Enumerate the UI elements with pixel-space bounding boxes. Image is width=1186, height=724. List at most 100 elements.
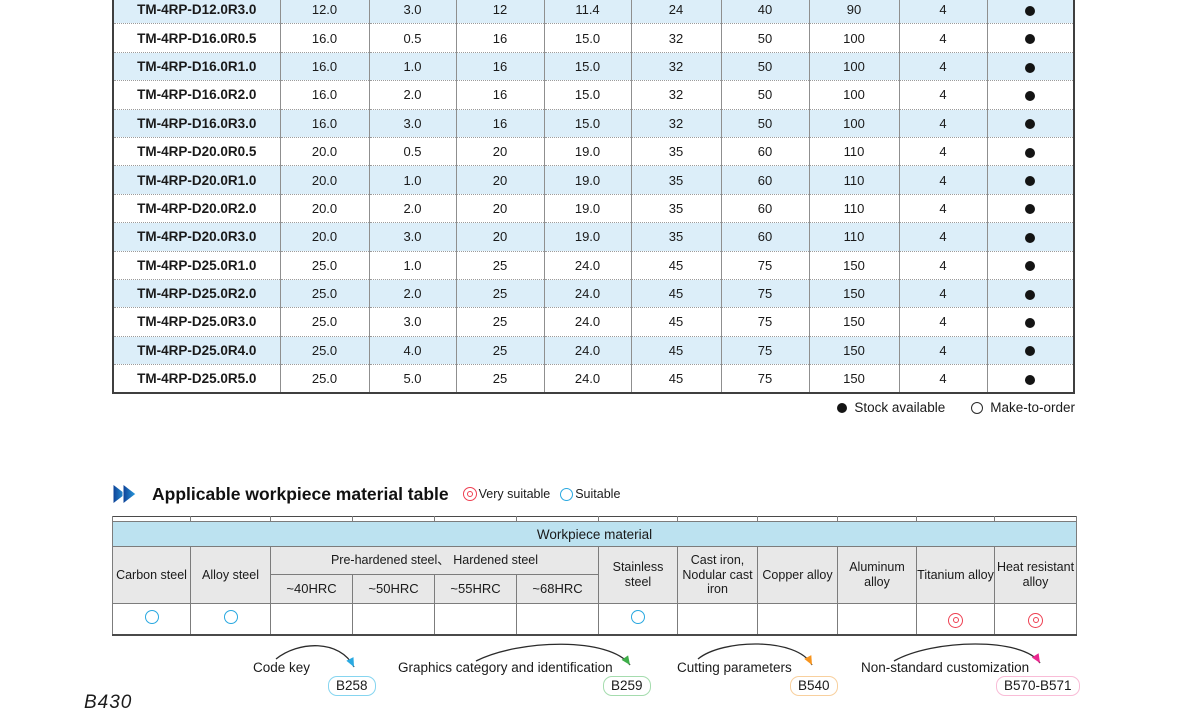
stock-cell (986, 23, 1074, 53)
value-cell: 50 (720, 51, 809, 81)
footer-link-group: Graphics category and identification B25… (396, 643, 656, 701)
value-cell: 19.0 (543, 165, 631, 195)
value-cell: 25.0 (279, 250, 369, 280)
rating-cell (270, 603, 353, 636)
table-row: TM-4RP-D25.0R5.0 25.0 5.0 25 24.0 45 75 150 4 (113, 364, 1074, 394)
stock-available-icon (1025, 90, 1036, 101)
stock-cell (986, 0, 1074, 24)
value-cell: 25 (455, 335, 544, 365)
value-cell: 32 (630, 80, 721, 110)
table-row: TM-4RP-D25.0R4.0 25.0 4.0 25 24.0 45 75 150 4 (113, 335, 1074, 365)
value-cell: 19.0 (543, 136, 631, 166)
stock-cell (986, 250, 1074, 280)
value-cell: 16.0 (279, 51, 369, 81)
curved-arrow-icon (475, 643, 631, 666)
value-cell: 32 (630, 23, 721, 53)
value-cell: 40 (720, 0, 809, 24)
material-table: Workpiece material Carbon steel Alloy st… (112, 516, 1077, 636)
value-cell: 75 (720, 250, 809, 280)
curved-arrow-icon (697, 643, 813, 666)
model-cell: TM-4RP-D25.0R4.0 (113, 335, 280, 365)
value-cell: 25.0 (279, 364, 369, 394)
value-cell: 20 (455, 222, 544, 252)
value-cell: 100 (808, 80, 899, 110)
value-cell: 20 (455, 136, 544, 166)
value-cell: 20.0 (279, 193, 369, 223)
value-cell: 100 (808, 51, 899, 81)
material-rating-row (112, 603, 1077, 636)
stock-available-icon (837, 402, 848, 413)
model-cell: TM-4RP-D25.0R5.0 (113, 364, 280, 394)
page-ref-badge[interactable]: B570-B571 (996, 676, 1080, 696)
value-cell: 15.0 (543, 23, 631, 53)
value-cell: 25.0 (279, 307, 369, 337)
value-cell: 45 (630, 335, 721, 365)
rating-cell (516, 603, 599, 636)
value-cell: 16 (455, 108, 544, 138)
value-cell: 11.4 (543, 0, 631, 24)
value-cell: 35 (630, 193, 721, 223)
header-hrc-55: ~55HRC (434, 574, 517, 604)
page-ref-badge[interactable]: B258 (328, 676, 376, 696)
stock-available-icon (1025, 147, 1036, 158)
value-cell: 3.0 (368, 222, 456, 252)
page-number: B430 (84, 692, 133, 713)
value-cell: 45 (630, 250, 721, 280)
model-cell: TM-4RP-D20.0R2.0 (113, 193, 280, 223)
table-row: TM-4RP-D12.0R3.0 12.0 3.0 12 11.4 24 40 90 4 (113, 0, 1074, 24)
value-cell: 5.0 (368, 364, 456, 394)
value-cell: 4 (898, 364, 987, 394)
value-cell: 75 (720, 364, 809, 394)
value-cell: 35 (630, 222, 721, 252)
value-cell: 32 (630, 51, 721, 81)
value-cell: 4 (898, 307, 987, 337)
value-cell: 150 (808, 278, 899, 308)
material-strip-row (112, 516, 1077, 522)
value-cell: 110 (808, 165, 899, 195)
value-cell: 20 (455, 165, 544, 195)
value-cell: 19.0 (543, 222, 631, 252)
footer-link-group: Cutting parameters B540 (675, 643, 838, 701)
rating-cell (190, 603, 271, 636)
rating-cell (916, 603, 995, 636)
make-to-order-label: Make-to-order (990, 400, 1075, 415)
value-cell: 15.0 (543, 51, 631, 81)
material-header-row: Carbon steel Alloy steel Pre-hardened st… (112, 546, 1077, 604)
value-cell: 20.0 (279, 165, 369, 195)
value-cell: 60 (720, 136, 809, 166)
value-cell: 4 (898, 165, 987, 195)
workpiece-material-band: Workpiece material (112, 521, 1077, 547)
very-suitable-label: Very suitable (478, 487, 551, 501)
stock-available-icon (1025, 34, 1036, 45)
value-cell: 1.0 (368, 165, 456, 195)
header-heat-resistant: Heat resistant alloy (994, 546, 1077, 604)
table-row: TM-4RP-D16.0R1.0 16.0 1.0 16 15.0 32 50 100 4 (113, 51, 1074, 81)
value-cell: 15.0 (543, 108, 631, 138)
page-ref-badge[interactable]: B259 (603, 676, 651, 696)
very-suitable-icon (462, 487, 477, 501)
strip-cell (994, 516, 1077, 522)
header-prehardened: Pre-hardened steel、 Hardened steel (270, 546, 599, 575)
value-cell: 24.0 (543, 278, 631, 308)
value-cell: 2.0 (368, 278, 456, 308)
value-cell: 16 (455, 51, 544, 81)
value-cell: 1.0 (368, 250, 456, 280)
value-cell: 12.0 (279, 0, 369, 24)
value-cell: 4 (898, 0, 987, 24)
model-cell: TM-4RP-D16.0R1.0 (113, 51, 280, 81)
footer-link-label: Graphics category and identification (398, 660, 613, 675)
footer-link-group: Code key B258 (253, 643, 376, 701)
table-row: TM-4RP-D25.0R3.0 25.0 3.0 25 24.0 45 75 150 4 (113, 307, 1074, 337)
value-cell: 45 (630, 278, 721, 308)
value-cell: 24.0 (543, 364, 631, 394)
stock-cell (986, 335, 1074, 365)
value-cell: 4 (898, 222, 987, 252)
rating-cell (112, 603, 191, 636)
very-suitable-icon (948, 612, 963, 628)
value-cell: 100 (808, 23, 899, 53)
value-cell: 25 (455, 250, 544, 280)
value-cell: 4 (898, 250, 987, 280)
table-row: TM-4RP-D20.0R3.0 20.0 3.0 20 19.0 35 60 110 4 (113, 222, 1074, 252)
page-ref-badge[interactable]: B540 (790, 676, 838, 696)
stock-cell (986, 165, 1074, 195)
